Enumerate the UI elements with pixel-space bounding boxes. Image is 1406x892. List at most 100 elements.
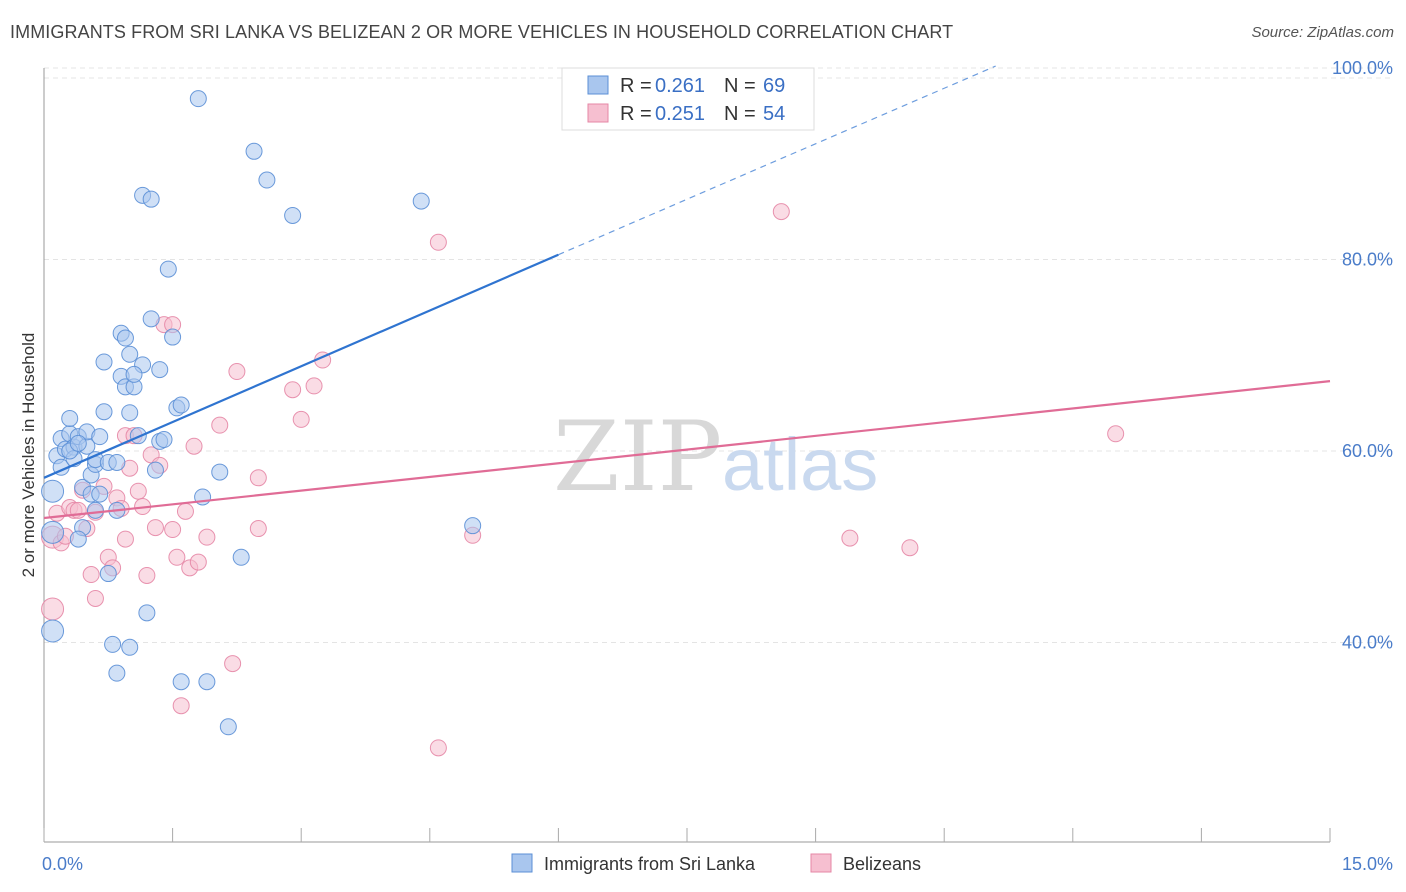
sri-lanka-point-41 [142, 190, 160, 208]
legend-r-label-2: R = [620, 103, 652, 125]
sri-lanka-point-26 [104, 635, 122, 653]
sri-lanka-point-32 [116, 329, 134, 347]
series-legend-swatch-sri-lanka [511, 853, 533, 873]
sri-lanka-point-52 [189, 90, 207, 108]
sri-lanka-point-45 [151, 361, 169, 379]
sri-lanka-point-42 [142, 310, 160, 328]
belizeans-point-1 [41, 597, 65, 621]
sri-lanka-point-59 [258, 171, 276, 189]
belizeans-point-28 [164, 521, 182, 539]
series-legend: Immigrants from Sri Lanka Belizeans [511, 853, 921, 874]
y-tick-label-2: 80.0% [1342, 250, 1393, 270]
x-tick-label-0: 0.0% [42, 854, 83, 874]
legend-swatch-pink [587, 103, 609, 123]
sri-lanka-point-40 [138, 604, 156, 622]
belizeans-point-42 [292, 410, 310, 428]
sri-lanka-point-29 [108, 453, 126, 471]
belizeans-point-39 [249, 469, 267, 487]
sri-lanka-point-46 [155, 431, 173, 449]
belizeans-point-51 [1107, 425, 1125, 443]
belizeans-point-45 [429, 233, 447, 251]
sri-lanka-point-2 [41, 619, 65, 643]
belizeans-point-23 [138, 566, 156, 584]
belizeans-point-46 [429, 739, 447, 757]
sri-lanka-point-55 [211, 463, 229, 481]
belizeans-point-38 [228, 363, 246, 381]
sri-lanka-point-21 [91, 485, 109, 503]
sri-lanka-point-22 [95, 403, 113, 421]
sri-lanka-point-8 [61, 409, 79, 427]
sri-lanka-point-68 [125, 365, 143, 383]
sri-lanka-point-56 [219, 718, 237, 736]
series-legend-swatch-belizeans [810, 853, 832, 873]
sri-lanka-point-37 [129, 427, 147, 445]
source-label: Source: ZipAtlas.com [1251, 24, 1394, 41]
belizeans-point-31 [176, 502, 194, 520]
sri-lanka-point-35 [121, 638, 139, 656]
belizeans-point-29 [168, 548, 186, 566]
x-tick-label-1: 15.0% [1342, 854, 1393, 874]
belizeans-point-9 [82, 566, 100, 584]
stats-legend: R = 0.261 N = 69 R = 0.251 N = 54 [561, 67, 815, 131]
watermark: ZIP atlas [553, 401, 878, 513]
sri-lanka-point-23 [95, 353, 113, 371]
belizeans-point-40 [249, 520, 267, 538]
belizeans-point-50 [901, 539, 919, 557]
sri-lanka-point-0 [41, 479, 65, 503]
x-ticks [43, 828, 1331, 842]
belizeans-point-11 [86, 589, 104, 607]
belizeans-point-35 [198, 528, 216, 546]
sri-lanka-point-64 [91, 428, 109, 446]
watermark-atlas: atlas [722, 423, 878, 506]
belizeans-point-37 [224, 655, 242, 673]
x-tick-labels: 0.0% 15.0% [42, 854, 1393, 874]
series-legend-label-belizeans: Belizeans [843, 854, 921, 874]
belizeans-point-36 [211, 416, 229, 434]
sri-lanka-point-58 [245, 142, 263, 160]
sri-lanka-point-1 [41, 520, 65, 544]
legend-n-label-1: N = [724, 75, 756, 97]
legend-n-value-1: 69 [763, 75, 785, 97]
belizeans-point-30 [172, 697, 190, 715]
sri-lanka-point-61 [412, 192, 430, 210]
sri-lanka-point-54 [198, 673, 216, 691]
sri-lanka-point-28 [108, 664, 126, 682]
sri-lanka-point-67 [69, 434, 87, 452]
chart-title: IMMIGRANTS FROM SRI LANKA VS BELIZEAN 2 … [10, 22, 954, 42]
belizeans-point-34 [189, 553, 207, 571]
legend-n-label-2: N = [724, 103, 756, 125]
legend-r-value-2: 0.251 [655, 103, 705, 125]
trend-lines [43, 65, 1331, 520]
belizeans-point-48 [772, 203, 790, 221]
y-tick-label-3: 100.0% [1332, 58, 1393, 78]
sri-lanka-point-34 [121, 345, 139, 363]
sri-lanka-point-50 [172, 396, 190, 414]
y-axis-label: 2 or more Vehicles in Household [19, 333, 38, 578]
belizeans-point-18 [116, 530, 134, 548]
belizeans-point-41 [284, 381, 302, 399]
belizeans-point-49 [841, 529, 859, 547]
sri-lanka-point-62 [464, 517, 482, 535]
legend-r-label-1: R = [620, 75, 652, 97]
sri-lanka-point-43 [146, 461, 164, 479]
series-legend-label-sri-lanka: Immigrants from Sri Lanka [544, 854, 756, 874]
sri-lanka-point-20 [86, 501, 104, 519]
legend-r-value-1: 0.261 [655, 75, 705, 97]
sri-lanka-point-48 [164, 328, 182, 346]
legend-swatch-blue [587, 75, 609, 95]
sri-lanka-point-47 [159, 260, 177, 278]
belizeans-point-43 [305, 377, 323, 395]
belizeans-trend-line [43, 380, 1331, 520]
sri-lanka-trend-extension [558, 65, 996, 256]
belizeans-point-21 [129, 482, 147, 500]
sri-lanka-point-15 [69, 530, 87, 548]
y-tick-label-0: 40.0% [1342, 633, 1393, 653]
sri-lanka-point-60 [284, 206, 302, 224]
sri-lanka-points [41, 90, 482, 736]
belizeans-point-25 [146, 519, 164, 537]
sri-lanka-point-57 [232, 548, 250, 566]
legend-n-value-2: 54 [763, 103, 785, 125]
y-tick-labels: 40.0% 60.0% 80.0% 100.0% [1332, 58, 1393, 653]
sri-lanka-point-25 [99, 565, 117, 583]
